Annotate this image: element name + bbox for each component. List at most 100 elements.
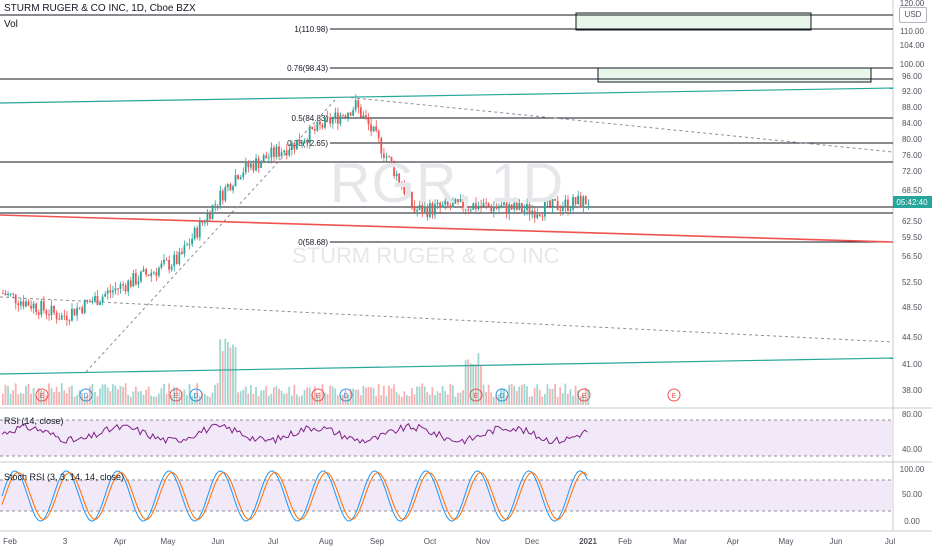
- candle-body[interactable]: [65, 316, 68, 321]
- candle-body[interactable]: [334, 112, 337, 119]
- candle-body[interactable]: [480, 206, 482, 207]
- candle-body[interactable]: [188, 244, 191, 246]
- candle-body[interactable]: [477, 206, 480, 210]
- candle-body[interactable]: [239, 177, 242, 180]
- candle-body[interactable]: [106, 290, 109, 294]
- candle-body[interactable]: [19, 301, 22, 306]
- candle-body[interactable]: [403, 186, 406, 194]
- red-trendline[interactable]: [0, 214, 894, 243]
- candle-body[interactable]: [170, 266, 173, 270]
- candle-body[interactable]: [278, 146, 280, 157]
- fib-box-middle[interactable]: [597, 67, 872, 83]
- candle-body[interactable]: [444, 200, 447, 205]
- candle-body[interactable]: [331, 118, 334, 124]
- candle-body[interactable]: [283, 150, 286, 153]
- candle-body[interactable]: [140, 271, 142, 282]
- candle-body[interactable]: [257, 158, 260, 168]
- candle-body[interactable]: [428, 203, 431, 217]
- candle-body[interactable]: [446, 200, 449, 206]
- candle-body[interactable]: [285, 150, 288, 156]
- candle-body[interactable]: [572, 197, 574, 210]
- candle-body[interactable]: [165, 259, 168, 261]
- candle-body[interactable]: [313, 129, 316, 131]
- candle-body[interactable]: [352, 109, 355, 116]
- candle-body[interactable]: [400, 182, 403, 187]
- candle-body[interactable]: [523, 209, 526, 212]
- candle-body[interactable]: [556, 200, 559, 210]
- candle-body[interactable]: [163, 259, 165, 264]
- candle-body[interactable]: [582, 196, 585, 208]
- candle-body[interactable]: [45, 310, 48, 315]
- candle-body[interactable]: [224, 187, 227, 201]
- candle-body[interactable]: [63, 315, 66, 317]
- candle-body[interactable]: [180, 251, 183, 254]
- candle-body[interactable]: [421, 205, 424, 214]
- dashed-trendline-lower[interactable]: [0, 296, 894, 343]
- candle-body[interactable]: [298, 139, 301, 144]
- candle-body[interactable]: [290, 142, 293, 151]
- candle-body[interactable]: [441, 204, 444, 207]
- candle-body[interactable]: [60, 315, 63, 320]
- candle-body[interactable]: [367, 118, 370, 125]
- candle-body[interactable]: [91, 301, 94, 303]
- candle-body[interactable]: [472, 203, 475, 210]
- candle-body[interactable]: [418, 205, 421, 210]
- candle-body[interactable]: [142, 269, 145, 272]
- candle-body[interactable]: [48, 314, 50, 316]
- candle-body[interactable]: [308, 126, 311, 144]
- candle-body[interactable]: [505, 202, 508, 214]
- candle-body[interactable]: [569, 209, 572, 211]
- candle-body[interactable]: [301, 143, 303, 145]
- candle-body[interactable]: [408, 191, 411, 193]
- candle-body[interactable]: [579, 195, 582, 208]
- candle-body[interactable]: [155, 272, 158, 276]
- candle-body[interactable]: [134, 273, 137, 285]
- candle-body[interactable]: [55, 312, 58, 320]
- candle-body[interactable]: [549, 199, 551, 207]
- candle-body[interactable]: [546, 199, 549, 202]
- candle-body[interactable]: [30, 305, 32, 309]
- candle-body[interactable]: [32, 303, 35, 309]
- candle-body[interactable]: [196, 227, 199, 238]
- candle-body[interactable]: [497, 207, 500, 209]
- candle-body[interactable]: [209, 213, 211, 220]
- candle-body[interactable]: [186, 244, 188, 246]
- candle-body[interactable]: [2, 293, 4, 294]
- candle-body[interactable]: [68, 320, 71, 321]
- candle-body[interactable]: [454, 199, 457, 204]
- candle-body[interactable]: [564, 199, 567, 208]
- candle-body[interactable]: [152, 272, 155, 274]
- candle-body[interactable]: [508, 204, 510, 214]
- candle-body[interactable]: [434, 204, 436, 215]
- candle-body[interactable]: [71, 308, 73, 321]
- candle-body[interactable]: [306, 141, 309, 144]
- candle-body[interactable]: [587, 204, 590, 206]
- candle-body[interactable]: [260, 161, 262, 168]
- candle-body[interactable]: [375, 126, 378, 131]
- candle-body[interactable]: [319, 121, 321, 125]
- candle-body[interactable]: [393, 162, 395, 177]
- candle-body[interactable]: [262, 155, 265, 162]
- candle-body[interactable]: [584, 196, 587, 205]
- candle-body[interactable]: [503, 202, 505, 206]
- candle-body[interactable]: [388, 156, 390, 158]
- candlesticks[interactable]: [2, 94, 590, 327]
- candle-body[interactable]: [83, 300, 86, 314]
- candle-body[interactable]: [168, 260, 170, 270]
- candle-body[interactable]: [242, 172, 245, 178]
- candle-body[interactable]: [58, 319, 61, 321]
- candle-body[interactable]: [462, 199, 464, 210]
- candle-body[interactable]: [510, 204, 513, 210]
- candle-body[interactable]: [129, 280, 132, 287]
- candle-body[interactable]: [25, 301, 27, 307]
- candle-body[interactable]: [109, 290, 112, 293]
- candle-body[interactable]: [541, 215, 544, 217]
- candle-body[interactable]: [536, 214, 539, 218]
- candle-body[interactable]: [14, 294, 17, 304]
- candle-body[interactable]: [533, 210, 536, 218]
- candle-body[interactable]: [160, 263, 163, 268]
- candle-body[interactable]: [183, 245, 186, 254]
- rsi-label[interactable]: RSI (14, close): [4, 416, 64, 426]
- candle-body[interactable]: [9, 293, 12, 295]
